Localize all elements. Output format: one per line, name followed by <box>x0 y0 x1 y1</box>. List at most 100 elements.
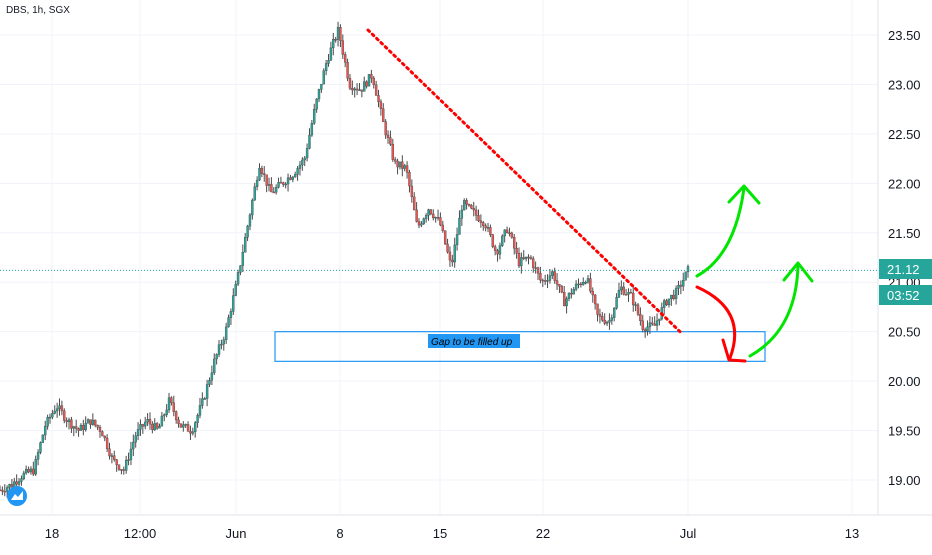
candle-body <box>155 423 159 429</box>
candle-body <box>570 292 573 295</box>
candle-body <box>582 282 585 285</box>
candle-body <box>603 319 606 324</box>
candle-body <box>79 425 83 431</box>
time-tick-label: 15 <box>433 526 447 541</box>
candle-body <box>136 429 140 436</box>
candle-body <box>529 257 533 259</box>
candle-body <box>396 160 399 168</box>
candle-body <box>313 109 316 124</box>
candle-body <box>182 424 185 428</box>
candle-body <box>441 224 444 231</box>
candle-body <box>401 161 404 169</box>
candle-body <box>424 215 428 220</box>
candle-body <box>522 257 525 259</box>
candle-body <box>298 164 302 169</box>
candle-body <box>177 419 180 424</box>
candle-body <box>498 245 502 255</box>
candle-body <box>332 39 335 49</box>
tradingview-logo-icon[interactable] <box>7 486 27 506</box>
candle-body <box>513 237 516 249</box>
green-arrow-rebound-icon-head <box>782 261 814 283</box>
candle-body <box>670 294 673 300</box>
candle-body <box>284 183 287 186</box>
candle-body <box>429 209 433 215</box>
last-price-badge: 21.12 03:52 <box>879 259 932 305</box>
candle-body <box>613 307 616 318</box>
candle-body <box>686 266 690 273</box>
candle-body <box>567 292 571 299</box>
countdown-badge-bg <box>879 285 932 305</box>
candle-body <box>539 272 542 281</box>
candle-body <box>29 468 33 473</box>
candle-body <box>196 415 199 423</box>
candle-body <box>239 265 242 273</box>
annotation-arrows <box>695 184 814 363</box>
candle-body <box>389 137 392 145</box>
candle-body <box>365 81 368 87</box>
candle-body <box>270 184 273 193</box>
candle-body <box>358 89 361 91</box>
green-arrow-up-icon <box>695 186 746 278</box>
candle-body <box>579 283 583 286</box>
candle-body <box>310 123 314 136</box>
candle-body <box>643 329 647 332</box>
candle-body <box>48 416 52 419</box>
candle-body <box>174 411 178 421</box>
candle-body <box>324 63 328 72</box>
candle-body <box>317 89 321 100</box>
candle-body <box>360 89 364 92</box>
candle-body <box>293 174 297 178</box>
candle-body <box>167 397 171 411</box>
candle-body <box>486 227 490 229</box>
trendline <box>366 28 682 334</box>
candle-body <box>77 428 80 431</box>
candle-body <box>139 424 142 430</box>
candle-body <box>474 209 478 216</box>
candle-body <box>274 187 278 193</box>
candle-body <box>1 489 4 492</box>
candle-body <box>74 426 78 429</box>
candle-body <box>41 434 45 443</box>
price-axis[interactable]: 19.0019.5020.0020.5021.0021.5022.0022.50… <box>888 28 921 488</box>
candle-body <box>134 435 137 443</box>
candle-body <box>260 167 264 174</box>
candle-body <box>508 232 511 234</box>
candle-body <box>636 304 640 315</box>
candle-body <box>103 435 106 439</box>
candle-body <box>563 292 566 307</box>
candle-body <box>151 423 154 430</box>
candle-body <box>105 437 109 450</box>
candle-body <box>615 297 618 309</box>
candle-body <box>205 384 209 399</box>
candle-body <box>10 484 14 487</box>
candle-body <box>246 225 249 238</box>
candle-body <box>165 409 168 416</box>
candle-body <box>72 426 75 429</box>
candle-body <box>132 441 135 450</box>
candle-body <box>210 372 214 381</box>
time-tick-label: Jun <box>226 526 247 541</box>
candle-body <box>598 314 602 317</box>
candle-body <box>629 292 633 294</box>
candle-body <box>572 289 575 295</box>
symbol-title[interactable]: DBS, 1h, SGX <box>6 5 70 16</box>
time-tick-label: 18 <box>45 526 59 541</box>
candle-body <box>589 278 592 292</box>
price-tick-label: 20.50 <box>888 325 921 340</box>
candle-body <box>213 358 216 374</box>
candle-body <box>672 294 675 299</box>
candle-body <box>548 275 552 281</box>
candle-body <box>253 186 256 201</box>
candle-body <box>467 204 471 206</box>
candle-body <box>108 448 111 457</box>
candle-body <box>398 161 402 168</box>
candle-body <box>382 108 385 122</box>
time-axis[interactable]: 18 12:00 Jun 8 15 22 Jul 13 <box>45 526 859 541</box>
candle-body <box>367 74 371 87</box>
price-tick-label: 22.00 <box>888 176 921 191</box>
candle-body <box>248 214 252 227</box>
candle-body <box>115 459 118 466</box>
candle-body <box>170 397 173 404</box>
candle-body <box>227 317 230 328</box>
